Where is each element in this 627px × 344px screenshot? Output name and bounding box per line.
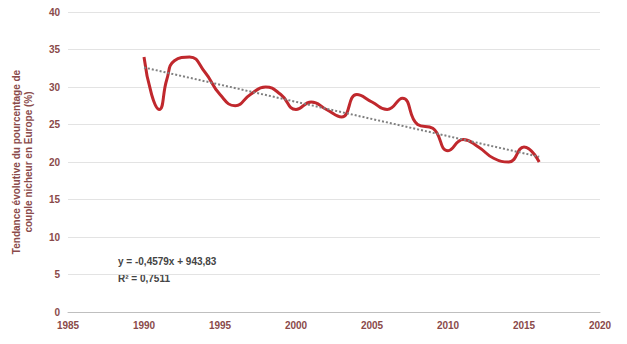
- svg-text:15: 15: [49, 194, 61, 205]
- svg-text:5: 5: [54, 269, 60, 280]
- svg-text:10: 10: [49, 232, 61, 243]
- svg-text:40: 40: [49, 7, 61, 18]
- svg-text:1990: 1990: [133, 320, 156, 331]
- svg-text:Tendance évolutive du pourcent: Tendance évolutive du pourcentage de: [11, 69, 22, 254]
- svg-text:1985: 1985: [57, 320, 80, 331]
- svg-text:2000: 2000: [285, 320, 308, 331]
- svg-text:y = -0,4579x + 943,83: y = -0,4579x + 943,83: [118, 256, 217, 267]
- svg-text:25: 25: [49, 119, 61, 130]
- svg-text:R² = 0,7511: R² = 0,7511: [118, 272, 170, 284]
- svg-text:20: 20: [49, 157, 61, 168]
- svg-text:2015: 2015: [513, 320, 536, 331]
- svg-text:2020: 2020: [589, 320, 612, 331]
- svg-text:2010: 2010: [437, 320, 460, 331]
- svg-text:30: 30: [49, 82, 61, 93]
- svg-text:couple nicheur en Europe (%): couple nicheur en Europe (%): [23, 91, 34, 232]
- svg-text:0: 0: [54, 307, 60, 318]
- svg-text:35: 35: [49, 44, 61, 55]
- svg-text:1995: 1995: [209, 320, 232, 331]
- svg-text:2005: 2005: [361, 320, 384, 331]
